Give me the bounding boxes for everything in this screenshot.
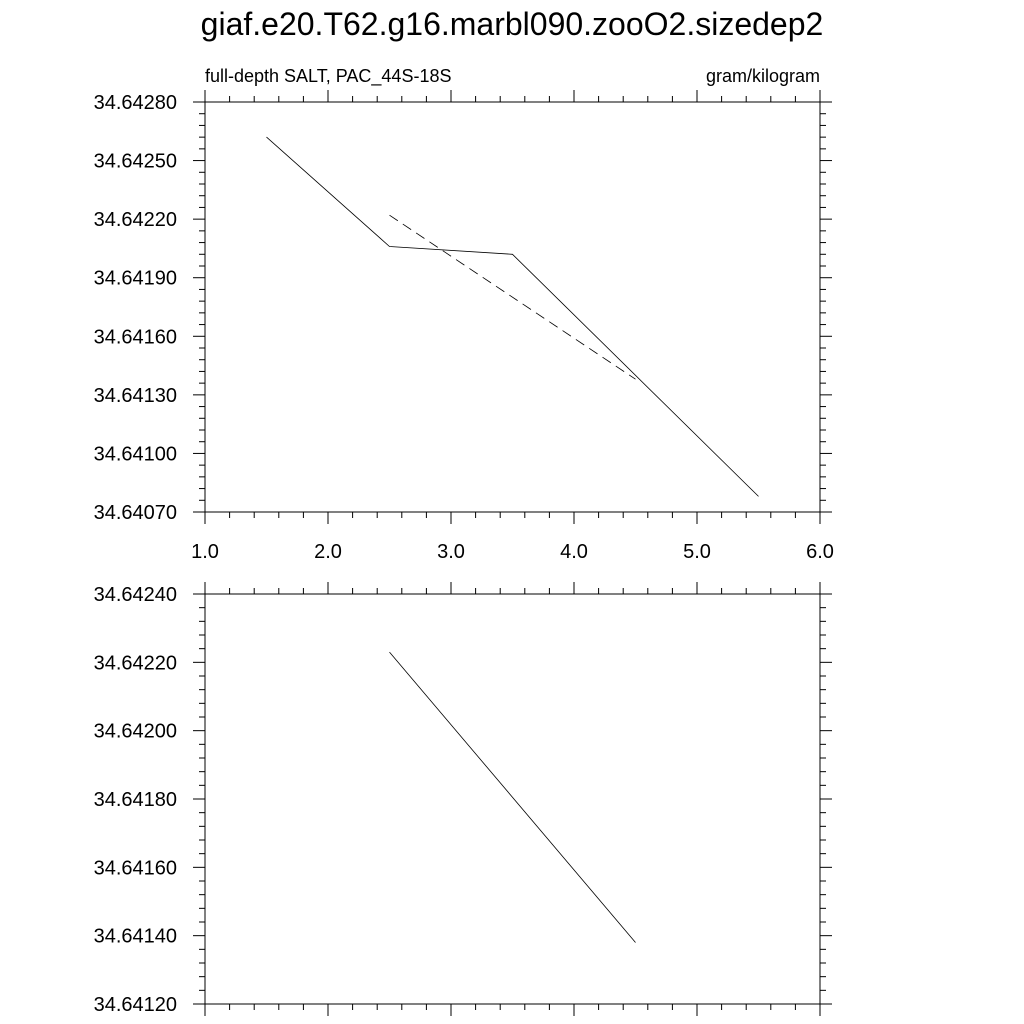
plot-frame [204, 101, 821, 513]
y-tick-label: 34.64250 [94, 151, 177, 173]
y-tick-label: 34.64240 [94, 584, 177, 606]
y-tick-label: 34.64100 [94, 443, 177, 465]
series-line-solid [389, 651, 636, 943]
chart-panel-1: 1.0 2.0 3.0 4.0 5.0 6.0 34.64070 34.64100 34.641… [94, 66, 834, 563]
y-tick-label: 34.64200 [94, 721, 177, 743]
y-tick-label: 34.64160 [94, 857, 177, 879]
y-tick-label: 34.64280 [94, 92, 177, 114]
y-tick-label: 34.64180 [94, 789, 177, 811]
variable-label: full-depth SALT, PAC_44S-18S [205, 66, 451, 87]
x-tick-label: 5.0 [683, 541, 711, 563]
x-tick-label: 4.0 [560, 541, 588, 563]
y-tick-label: 34.64190 [94, 268, 177, 290]
chart-panel-2: 34.64120 34.64140 34.64160 34.64180 34.64200… [94, 582, 832, 1016]
units-label: gram/kilogram [706, 66, 820, 86]
y-tick-label: 34.64160 [94, 326, 177, 348]
y-tick-label: 34.64220 [94, 652, 177, 674]
y-tick-label: 34.64130 [94, 385, 177, 407]
y-tick-label: 34.64070 [94, 502, 177, 524]
chart-title: giaf.e20.T62.g16.marbl090.zooO2.sizedep2 [200, 6, 824, 42]
x-tick-label: 2.0 [314, 541, 342, 563]
y-tick-label: 34.64220 [94, 209, 177, 231]
x-tick-label: 1.0 [191, 541, 219, 563]
plot-frame [204, 593, 821, 1005]
series-line-solid [266, 136, 759, 497]
series-line-dashed [389, 214, 636, 380]
y-tick-label: 34.64140 [94, 926, 177, 948]
x-tick-label: 6.0 [806, 541, 834, 563]
x-tick-label: 3.0 [437, 541, 465, 563]
y-tick-label: 34.64120 [94, 994, 177, 1016]
